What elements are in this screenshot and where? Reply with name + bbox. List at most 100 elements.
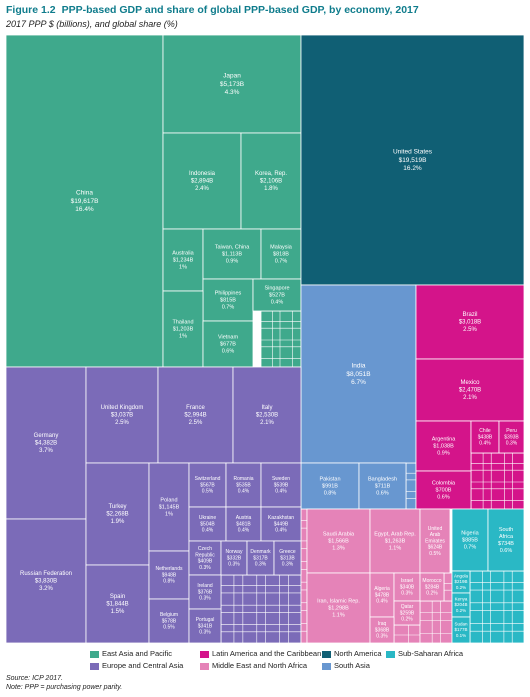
label-value: $4,382B [35,441,57,447]
label-name: China [76,190,93,197]
label-egypt-arab-rep: Egypt, Arab Rep. $1,263B 1.1% [374,532,416,552]
legend-label: Sub-Saharan Africa [398,649,464,658]
label-name: Mexico [460,380,480,386]
label-name: Ukraine [199,515,216,521]
small-economies-grid-8 [444,583,452,591]
label-chile: Chile $438B 0.4% [478,428,493,447]
label-share: 0.4% [271,299,284,305]
tile-peru [498,420,524,454]
label-value: $3,037B [111,413,133,419]
tile-italy [232,366,302,464]
label-share: 0.3% [282,562,294,568]
label-share: 0.7% [464,544,477,550]
label-share: 0.5% [202,489,214,495]
legend-label: East Asia and Pacific [102,649,173,658]
label-value: $19,617B [71,198,99,205]
label-share: 0.2% [426,591,438,597]
small-economies-grid-2 [221,575,301,643]
label-netherlands: Netherlands $948B 0.8% [156,566,183,585]
label-value: $2,470B [459,388,481,394]
label-name: Arab [430,532,441,538]
label-share: 6.7% [351,379,366,386]
label-name: Thailand [172,320,193,326]
label-ukraine: Ukraine $504B 0.4% [199,515,216,534]
label-name: Germany [34,433,59,439]
tile-switzerland [188,462,227,508]
label-name: Republic [195,552,215,558]
label-name: United [428,526,443,532]
label-share: 0.3% [506,441,518,447]
label-share: 16.4% [75,206,94,213]
label-vietnam: Vietnam $677B 0.6% [218,335,238,355]
label-value: $991B [322,484,338,490]
small-economies-tile-2 [220,574,302,643]
legend-swatch [200,650,209,658]
label-share: 0.9% [226,258,239,264]
label-united-states: United States $19,519B 16.2% [393,149,433,172]
label-share: 0.5% [163,625,175,631]
small-economies-tile-7 [419,600,453,643]
small-economies-tile-5 [300,508,308,643]
label-value: $368B [375,627,390,633]
tile-qatar [393,600,421,626]
label-value: $624B [428,545,443,551]
label-name: Emirates [425,538,445,544]
label-poland: Poland $1,145B 1% [159,498,180,518]
label-china: China $19,617B 16.4% [71,190,99,213]
label-japan: Japan $5,173B 4.3% [220,73,244,96]
label-name: Sweden [272,476,290,482]
label-share: 0.6% [376,490,389,496]
label-ireland: Ireland $376B 0.3% [197,583,213,602]
small-economies-tile-4 [405,462,417,510]
label-share: 0.7% [222,304,235,310]
label-value: $204B [454,602,467,607]
label-name: Denmark [250,549,271,555]
tile-denmark [246,540,275,576]
label-value: $313B [280,555,295,561]
figure-subtitle: 2017 PPP $ (billions), and global share … [6,19,178,29]
label-value: $1,298B [328,606,349,612]
label-name: Angola [454,574,469,579]
small-economies-grid-3 [471,453,524,509]
label-value: $2,268B [106,512,128,518]
tile-spain [85,564,150,643]
label-portugal: Portugal $341B 0.3% [196,617,215,636]
small-economies-tile-6 [393,624,421,643]
label-name: Czech [198,546,212,552]
label-australia: Australia $1,234B 1% [172,251,194,271]
label-share: 0.2% [456,585,466,590]
label-spain: Spain $1,844B 1.5% [106,594,128,615]
tile-poland [148,462,190,552]
label-south-africa: South Africa $734B 0.6% [498,527,514,554]
small-economies-tile-3 [470,452,524,510]
label-name: Italy [261,405,272,411]
label-name: Singapore [264,286,289,292]
label-iran-islamic-rep: Iran, Islamic Rep. $1,298B 1.1% [317,599,360,619]
label-value: $1,844B [106,602,128,608]
label-value: $2,530B [256,413,278,419]
label-name: Kenya [455,597,468,602]
label-romania: Romania $535B 0.4% [233,476,253,495]
label-value: $284B [425,584,440,590]
label-name: Indonesia [189,171,216,177]
small-economies-grid-4 [406,472,416,499]
label-share: 0.4% [202,528,214,534]
label-name: Poland [160,498,177,504]
label-value: $1,263B [385,539,406,545]
label-share: 3.7% [39,448,53,454]
label-value: $527B [269,293,285,299]
label-name: Qatar [401,604,414,610]
label-share: 0.8% [163,579,175,585]
tile-south-africa [487,508,524,572]
tile-romania [225,462,262,508]
label-value: $734B [498,541,514,547]
label-value: $438B [478,434,493,440]
label-value: $409B [198,559,213,565]
label-share: 0.1% [456,633,466,638]
legend-item-latin-america-and-the-caribbean: Latin America and the Caribbean [200,648,321,659]
label-share: 1.1% [332,612,345,618]
source-note: Source: ICP 2017. [6,675,63,682]
label-value: $535B [236,482,251,488]
label-value: $1,566B [328,539,349,545]
tile-israel [393,572,421,602]
